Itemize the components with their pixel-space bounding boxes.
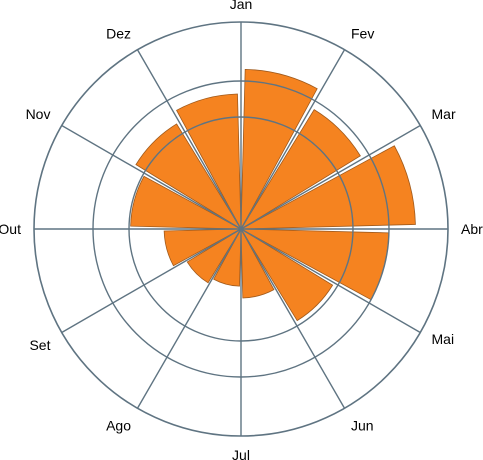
bar-set [163,228,242,267]
bar-ago [186,228,242,284]
bar-fev [240,109,361,230]
grid-spoke-9 [61,228,242,334]
bar-out [130,175,242,230]
month-label-abr: Abr [461,221,483,237]
month-label-mai: Mai [432,331,455,347]
month-label-out: Out [0,221,21,237]
grid-spoke-6 [240,228,346,409]
bar-jun [240,228,275,299]
bar-mai [240,228,334,322]
month-label-jun: Jun [351,418,374,434]
grid-spoke-12 [136,49,242,230]
month-label-ago: Ago [106,418,131,434]
month-label-jul: Jul [232,447,250,460]
bar-jan [240,68,318,230]
month-label-set: Set [29,337,50,353]
month-label-nov: Nov [26,106,51,122]
bar-jul [213,228,242,287]
grid-spoke-8 [136,228,242,409]
grid-spoke-3 [240,124,421,230]
bar-mar [240,145,416,230]
grid-spoke-2 [240,49,346,230]
month-label-mar: Mar [432,106,456,122]
grid-spoke-11 [61,124,242,230]
grid-spoke-5 [240,228,421,334]
grid-layer [33,21,449,437]
month-label-jan: Jan [230,0,253,12]
month-label-fev: Fev [351,25,374,41]
month-label-dez: Dez [106,25,131,41]
bars-layer [130,68,416,322]
